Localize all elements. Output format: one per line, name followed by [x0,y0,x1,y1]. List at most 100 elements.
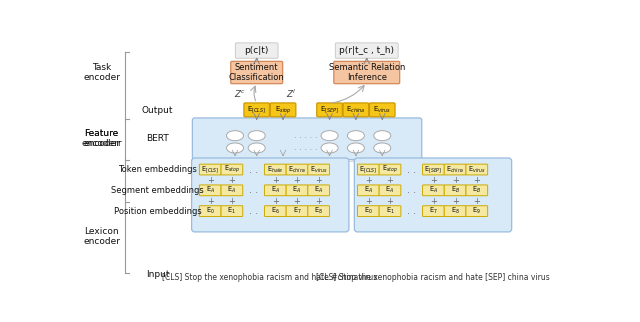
Text: E$_{[CLS]}$: E$_{[CLS]}$ [201,165,220,175]
Ellipse shape [321,143,338,153]
Text: +: + [316,197,322,206]
FancyBboxPatch shape [369,103,395,117]
Text: E$_7$: E$_7$ [292,206,301,216]
Text: +: + [228,176,236,185]
Text: +: + [474,176,480,185]
Text: E$_{china}$: E$_{china}$ [346,105,365,115]
Text: +: + [207,176,214,185]
Ellipse shape [374,143,391,153]
Text: +: + [387,176,394,185]
Text: E$_A$: E$_A$ [385,185,394,195]
FancyBboxPatch shape [343,103,369,117]
Text: Token embeddings: Token embeddings [118,165,197,174]
Text: E$_{[SEP]}$: E$_{[SEP]}$ [424,165,442,175]
FancyBboxPatch shape [244,103,269,117]
Text: p(c|t): p(c|t) [244,46,269,55]
FancyBboxPatch shape [358,164,379,175]
Text: E$_A$: E$_A$ [364,185,373,195]
Text: +: + [365,176,372,185]
Ellipse shape [348,143,364,153]
FancyBboxPatch shape [199,206,221,216]
FancyBboxPatch shape [379,185,401,196]
FancyBboxPatch shape [221,164,243,175]
Text: Task
encoder: Task encoder [83,63,120,82]
FancyBboxPatch shape [193,118,422,159]
FancyBboxPatch shape [334,62,400,84]
Text: E$_{hate}$: E$_{hate}$ [267,165,284,175]
FancyBboxPatch shape [335,43,398,58]
Text: E$_{[CLS]}$: E$_{[CLS]}$ [247,105,266,115]
Text: +: + [272,176,279,185]
Text: E$_7$: E$_7$ [429,206,438,216]
Text: +: + [452,197,458,206]
FancyBboxPatch shape [264,164,286,175]
Text: +: + [207,197,214,206]
Text: +: + [387,197,394,206]
FancyBboxPatch shape [308,185,330,196]
Text: +: + [430,176,437,185]
Text: E$_1$: E$_1$ [385,206,394,216]
FancyBboxPatch shape [286,185,308,196]
FancyBboxPatch shape [270,103,296,117]
Text: . . . . .: . . . . . [294,131,318,140]
Text: . . . . .: . . . . . [294,144,318,153]
Text: +: + [430,197,437,206]
Text: E$_{stop}$: E$_{stop}$ [382,164,398,175]
FancyBboxPatch shape [286,206,308,216]
Text: E$_{virus}$: E$_{virus}$ [310,165,328,175]
FancyBboxPatch shape [231,62,283,84]
FancyBboxPatch shape [221,206,243,216]
Text: E$_{stop}$: E$_{stop}$ [224,164,240,175]
Text: E$_8$: E$_8$ [451,206,460,216]
Text: E$_A$: E$_A$ [292,185,301,195]
Ellipse shape [227,131,244,141]
FancyBboxPatch shape [264,206,286,216]
FancyBboxPatch shape [422,206,444,216]
Ellipse shape [248,143,265,153]
Text: Lexicon
encoder: Lexicon encoder [83,227,120,246]
Text: Semantic Relation
Inference: Semantic Relation Inference [328,63,405,82]
Text: E$_0$: E$_0$ [206,206,214,216]
Text: E$_{china}$: E$_{china}$ [288,165,307,175]
FancyBboxPatch shape [466,206,488,216]
Text: . .: . . [249,206,258,216]
FancyBboxPatch shape [379,206,401,216]
Text: E$_6$: E$_6$ [271,206,280,216]
FancyBboxPatch shape [199,185,221,196]
Text: Position embeddings: Position embeddings [114,207,202,216]
FancyBboxPatch shape [444,164,466,175]
Ellipse shape [227,143,244,153]
Text: +: + [228,197,236,206]
Text: E$_{china}$: E$_{china}$ [446,165,465,175]
Text: Input: Input [146,270,169,279]
Ellipse shape [374,131,391,141]
Text: . .: . . [407,185,416,195]
FancyBboxPatch shape [355,158,511,232]
Text: E$_{[SEP]}$: E$_{[SEP]}$ [320,105,339,115]
Text: E$_{stop}$: E$_{stop}$ [275,105,291,116]
FancyBboxPatch shape [191,158,349,232]
FancyBboxPatch shape [264,185,286,196]
Text: +: + [294,197,300,206]
Text: Sentiment
Classification: Sentiment Classification [229,63,285,82]
Text: +: + [452,176,458,185]
Text: E$_A$: E$_A$ [314,185,323,195]
Text: E$_A$: E$_A$ [429,185,438,195]
Text: [CLS] Stop the xenophobia racism and hate [SEP] china virus: [CLS] Stop the xenophobia racism and hat… [316,273,550,282]
FancyBboxPatch shape [466,164,488,175]
FancyBboxPatch shape [236,43,278,58]
FancyBboxPatch shape [308,164,330,175]
Text: +: + [365,197,372,206]
FancyBboxPatch shape [444,185,466,196]
Text: +: + [474,197,480,206]
Text: Z$^c$: Z$^c$ [234,88,246,99]
Text: Segment embeddings: Segment embeddings [111,186,204,195]
Text: . .: . . [249,185,258,195]
Text: E$_9$: E$_9$ [472,206,481,216]
Text: E$_1$: E$_1$ [227,206,236,216]
Text: E$_0$: E$_0$ [364,206,372,216]
FancyBboxPatch shape [422,164,444,175]
Text: [CLS] Stop the xenophobia racism and hate #chinavirus: [CLS] Stop the xenophobia racism and hat… [163,273,378,282]
Text: . .: . . [249,165,258,175]
Text: E$_A$: E$_A$ [271,185,280,195]
